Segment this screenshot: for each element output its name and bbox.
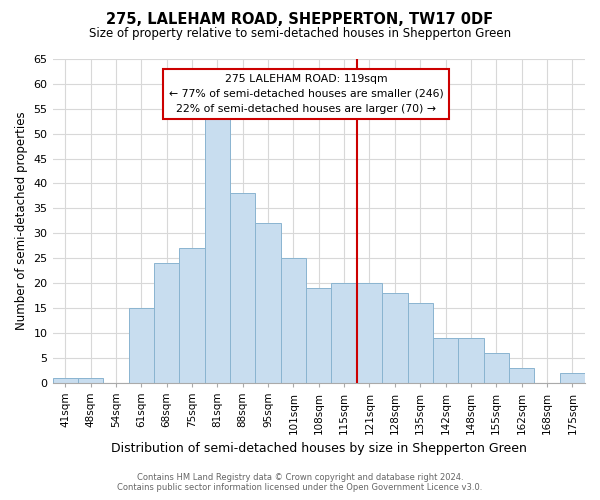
Text: 275, LALEHAM ROAD, SHEPPERTON, TW17 0DF: 275, LALEHAM ROAD, SHEPPERTON, TW17 0DF (106, 12, 494, 28)
Bar (205, 118, 230, 382)
Text: Size of property relative to semi-detached houses in Shepperton Green: Size of property relative to semi-detach… (89, 28, 511, 40)
Bar (128, 308, 154, 382)
Bar (256, 223, 281, 382)
Bar (484, 352, 509, 382)
Bar (179, 248, 205, 382)
Bar (458, 338, 484, 382)
Bar (281, 258, 306, 382)
Bar (306, 288, 331, 382)
Bar (230, 194, 256, 382)
X-axis label: Distribution of semi-detached houses by size in Shepperton Green: Distribution of semi-detached houses by … (111, 442, 527, 455)
Bar (78, 378, 103, 382)
Bar (331, 283, 357, 382)
Bar (382, 293, 407, 382)
Bar (433, 338, 458, 382)
Text: Contains HM Land Registry data © Crown copyright and database right 2024.
Contai: Contains HM Land Registry data © Crown c… (118, 473, 482, 492)
Bar (154, 263, 179, 382)
Bar (407, 303, 433, 382)
Text: 275 LALEHAM ROAD: 119sqm
← 77% of semi-detached houses are smaller (246)
22% of : 275 LALEHAM ROAD: 119sqm ← 77% of semi-d… (169, 74, 443, 114)
Bar (53, 378, 78, 382)
Y-axis label: Number of semi-detached properties: Number of semi-detached properties (15, 112, 28, 330)
Bar (509, 368, 534, 382)
Bar (357, 283, 382, 382)
Bar (560, 372, 585, 382)
